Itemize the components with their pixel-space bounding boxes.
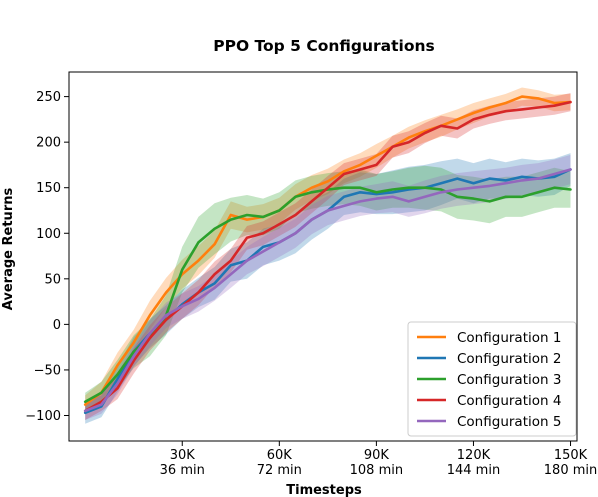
x-tick-sublabel-2: 72 min [257, 463, 302, 478]
legend-label-3: Configuration 3 [457, 372, 561, 388]
y-tick-label-8: 250 [36, 90, 61, 105]
x-tick-sublabel-5: 180 min [544, 463, 597, 478]
series-3-band [85, 165, 571, 411]
y-tick-label-7: 200 [36, 136, 61, 151]
legend-label-5: Configuration 5 [457, 414, 561, 430]
x-tick-label-2: 60K [267, 448, 293, 463]
plot-frame [68, 71, 578, 442]
y-tick-label-3: 0 [53, 318, 61, 333]
y-tick-label-6: 150 [36, 181, 61, 196]
y-tick-label-1: −100 [25, 409, 61, 424]
legend-label-4: Configuration 4 [457, 393, 561, 409]
x-tick-sublabel-1: 36 min [160, 463, 205, 478]
x-tick-label-3: 90K [364, 448, 390, 463]
x-tick-label-5: 150K [554, 448, 588, 463]
y-tick-label-4: 50 [44, 272, 61, 287]
x-tick-sublabel-4: 144 min [447, 463, 500, 478]
legend: Configuration 1 Configuration 2 Configurat… [407, 321, 577, 437]
y-axis-label: Average Returns [1, 188, 16, 311]
x-tick-label-4: 120K [457, 448, 491, 463]
series-5-line [83, 168, 572, 413]
x-tick-sublabel-3: 108 min [350, 463, 403, 478]
legend-label-2: Configuration 2 [457, 351, 561, 367]
series-4-line [83, 100, 572, 413]
series-1-line [83, 95, 572, 406]
y-tick-label-2: −50 [34, 363, 61, 378]
y-tick-label-5: 100 [36, 227, 61, 242]
x-axis-label: Timesteps [286, 483, 362, 497]
chart-title: PPO Top 5 Configurations [213, 37, 435, 55]
series-lines [83, 95, 572, 415]
legend-box [407, 321, 577, 437]
legend-label-1: Configuration 1 [457, 330, 561, 346]
x-tick-label-1: 30K [170, 448, 196, 463]
y-axis: −100 −50 0 50 100 150 200 250 [25, 90, 69, 424]
